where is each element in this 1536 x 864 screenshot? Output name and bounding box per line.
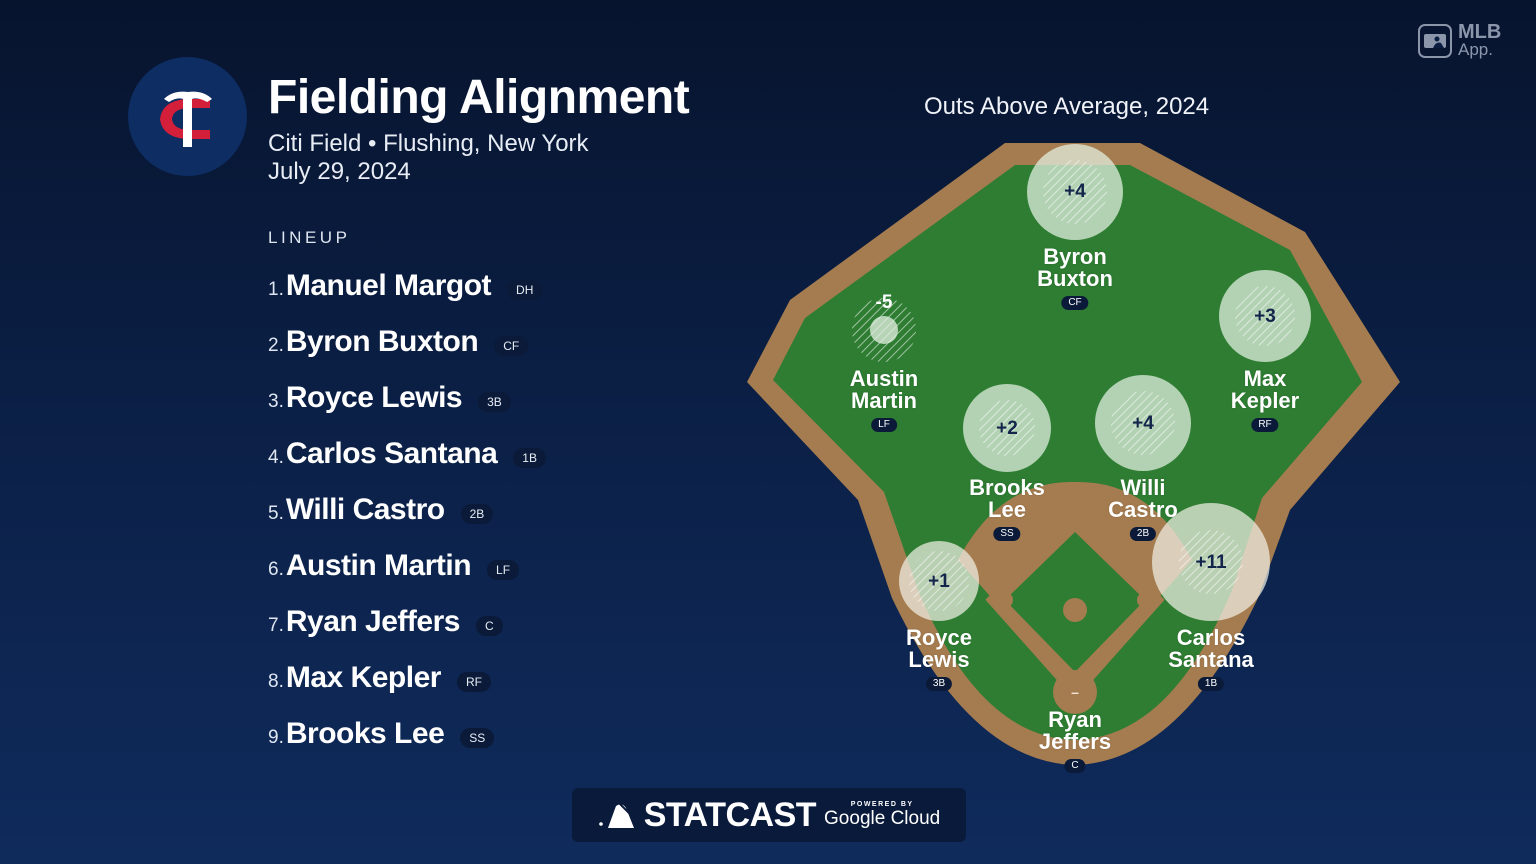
oaa-value-ss: +2 bbox=[996, 418, 1018, 439]
batting-order: 7. bbox=[268, 615, 284, 636]
player-name: Byron Buxton bbox=[285, 325, 479, 358]
position-badge: 2B bbox=[460, 504, 494, 524]
oaa-bubble-1b bbox=[1152, 503, 1270, 621]
fielder-c: Ryan Jeffers bbox=[1038, 707, 1112, 754]
chart-title: Outs Above Average, 2024 bbox=[924, 93, 1210, 120]
player-name: Ryan Jeffers bbox=[285, 605, 461, 638]
position-badge: DH bbox=[507, 280, 543, 300]
batting-order: 2. bbox=[268, 335, 284, 356]
fielder-pos-c: C bbox=[1064, 759, 1086, 773]
oaa-value-c: – bbox=[1071, 684, 1079, 700]
lineup-label: LINEUP bbox=[268, 228, 351, 247]
powered-by-text: POWERED BY bbox=[850, 800, 914, 808]
fielder-lf: Austin Martin bbox=[849, 366, 919, 413]
oaa-value-cf: +4 bbox=[1064, 181, 1086, 202]
statcast-wordmark: STATCAST bbox=[643, 795, 817, 834]
position-badge: CF bbox=[494, 336, 529, 356]
oaa-bubble-ss bbox=[963, 384, 1051, 472]
fielder-pos-lf: LF bbox=[871, 418, 897, 432]
lineup-list: 1. Manuel Margot DH 2. Byron Buxton CF 3… bbox=[268, 258, 546, 762]
batting-order: 3. bbox=[268, 391, 284, 412]
home-plate-circle bbox=[1053, 670, 1097, 714]
player-name: Austin Martin bbox=[285, 549, 472, 582]
oaa-value-3b: +1 bbox=[928, 571, 950, 592]
player-name: Carlos Santana bbox=[285, 437, 498, 470]
batting-order: 8. bbox=[268, 671, 284, 692]
google-cloud-text: Google Cloud bbox=[824, 807, 941, 829]
lineup-row: 8. Max Kepler RF bbox=[268, 650, 546, 706]
position-badge: C bbox=[475, 616, 503, 636]
lineup-row: 4. Carlos Santana 1B bbox=[268, 426, 546, 482]
app-text: App. bbox=[1458, 40, 1493, 59]
team-logo bbox=[128, 57, 247, 176]
twins-tc-logo-icon bbox=[160, 91, 212, 147]
mlb-batter-icon bbox=[1418, 24, 1452, 58]
mlb-text: MLB bbox=[1458, 21, 1502, 43]
oaa-bubble-2b bbox=[1095, 375, 1191, 471]
lineup-row: 5. Willi Castro 2B bbox=[268, 482, 546, 538]
fielder-pos-1b: 1B bbox=[1197, 677, 1225, 691]
player-name: Manuel Margot bbox=[285, 269, 492, 302]
fielder-cf: Byron Buxton bbox=[1037, 244, 1113, 291]
fielder-2b: Willi Castro bbox=[1108, 475, 1178, 522]
batting-order: 1. bbox=[268, 279, 284, 300]
fielder-pos-2b: 2B bbox=[1129, 527, 1157, 541]
oaa-value-rf: +3 bbox=[1254, 306, 1276, 327]
oaa-bubble-lf bbox=[852, 298, 916, 362]
fielder-1b: Carlos Santana bbox=[1168, 625, 1254, 672]
position-badge: 3B bbox=[478, 392, 511, 412]
page-title: Fielding Alignment bbox=[268, 71, 690, 124]
batting-order: 9. bbox=[268, 727, 284, 748]
oaa-value-lf: -5 bbox=[875, 292, 893, 313]
fielder-3b: Royce Lewis bbox=[905, 625, 973, 672]
lineup-row: 9. Brooks Lee SS bbox=[268, 706, 546, 762]
player-name: Brooks Lee bbox=[285, 717, 445, 750]
lineup-row: 6. Austin Martin LF bbox=[268, 538, 546, 594]
position-badge: RF bbox=[456, 672, 491, 692]
lineup-row: 1. Manuel Margot DH bbox=[268, 258, 546, 314]
batting-order: 5. bbox=[268, 503, 284, 524]
lineup-row: 3. Royce Lewis 3B bbox=[268, 370, 546, 426]
fielder-pos-ss: SS bbox=[993, 527, 1021, 541]
fielder-pos-rf: RF bbox=[1251, 418, 1279, 432]
oaa-bubble-3b bbox=[899, 541, 979, 621]
lineup-row: 2. Byron Buxton CF bbox=[268, 314, 546, 370]
oaa-bubble-cf bbox=[1027, 144, 1123, 240]
mlb-app-logo: MLB App. bbox=[1418, 21, 1502, 59]
player-name: Max Kepler bbox=[285, 661, 442, 694]
fielder-pos-cf: CF bbox=[1061, 296, 1089, 310]
batting-order: 6. bbox=[268, 559, 284, 580]
oaa-bubble-rf bbox=[1219, 270, 1311, 362]
player-name: Willi Castro bbox=[285, 493, 445, 526]
player-name: Royce Lewis bbox=[285, 381, 463, 414]
mlb-batter-silhouette-icon bbox=[598, 803, 634, 828]
position-badge: 1B bbox=[513, 448, 546, 468]
position-badge: SS bbox=[460, 728, 495, 748]
statcast-badge: STATCAST POWERED BY Google Cloud bbox=[572, 788, 966, 842]
fielder-pos-3b: 3B bbox=[925, 677, 953, 691]
oaa-value-1b: +11 bbox=[1195, 552, 1227, 573]
game-date: July 29, 2024 bbox=[268, 158, 411, 185]
position-badge: LF bbox=[487, 560, 520, 580]
oaa-value-2b: +4 bbox=[1132, 413, 1154, 434]
lineup-row: 7. Ryan Jeffers C bbox=[268, 594, 546, 650]
fielder-ss: Brooks Lee bbox=[969, 475, 1045, 522]
venue: Citi Field • Flushing, New York bbox=[268, 130, 589, 157]
fielder-rf: Max Kepler bbox=[1230, 366, 1300, 413]
pitchers-mound bbox=[1063, 598, 1087, 622]
batting-order: 4. bbox=[268, 447, 284, 468]
